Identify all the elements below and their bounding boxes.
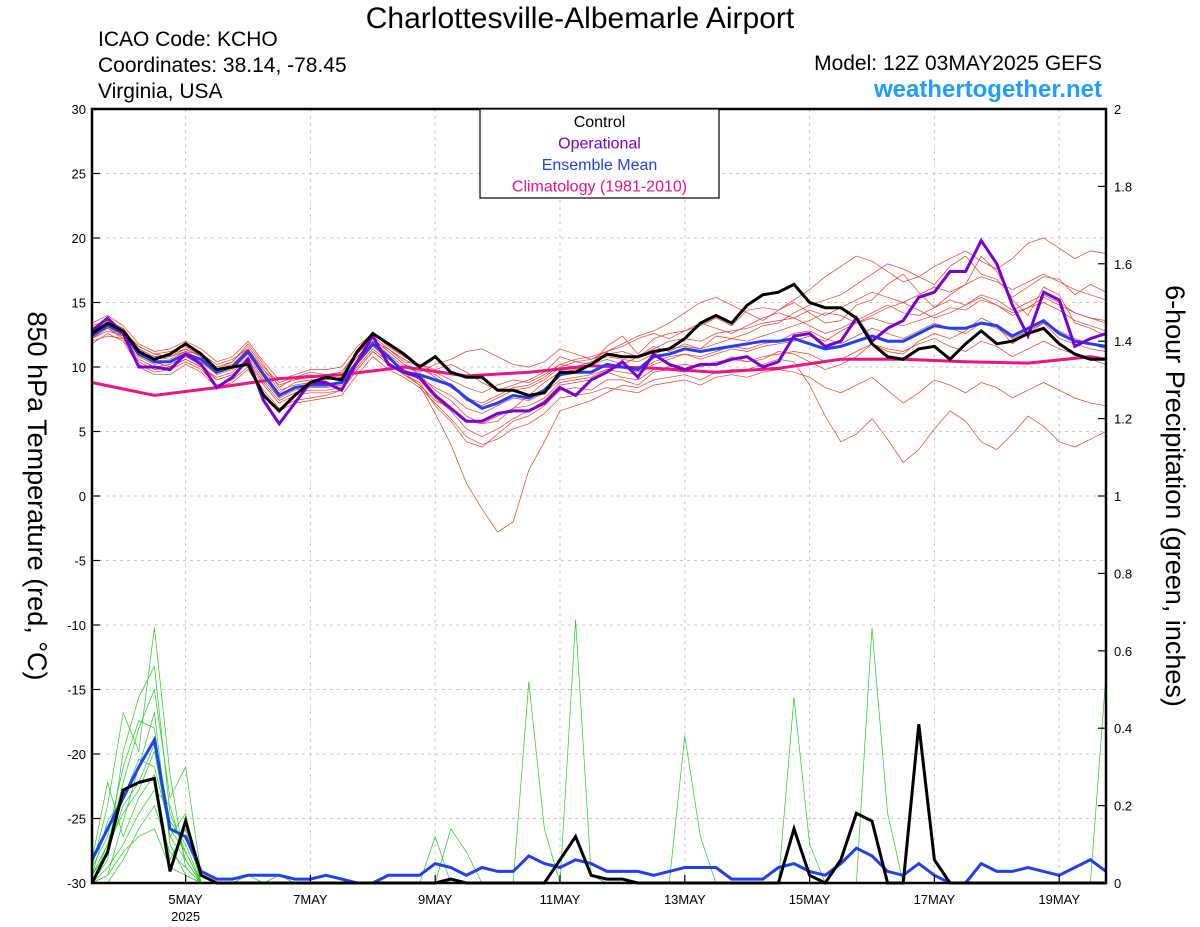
x-tick-label: 9MAY [418,892,453,907]
y-axis-label: 850 hPa Temperature (red, °C) [22,312,52,681]
y2-tick-label: 1.2 [1114,412,1132,427]
y-tick-label: 10 [72,360,86,375]
main-lines [90,237,1107,885]
model-run: Model: 12Z 03MAY2025 GEFS [814,52,1102,75]
y2-tick-label: 0.8 [1114,566,1132,581]
y2-tick-label: 0.4 [1114,721,1132,736]
x-tick-year: 2025 [171,909,200,924]
temperature-member-line [91,317,1107,448]
y-tick-label: -20 [67,747,86,762]
right-axis-ticks: 2 1.8 1.6 1.4 1.2 1 0.8 0.6 0.4 0.2 0 [1098,102,1132,891]
temperature-member-line [91,299,1107,414]
site-link[interactable]: weathertogether.net [873,76,1102,103]
precipitation-member-line [91,681,1106,884]
legend-entry: Control [574,114,626,131]
icao-code: ICAO Code: KCHO [98,28,278,51]
y-tick-label: 30 [72,102,86,117]
temperature-member-line [91,322,1107,425]
temperature-member-line [91,335,1107,533]
temperature-member-line [91,294,1107,407]
x-tick-label: 5MAY [168,892,203,907]
y-tick-label: -15 [67,683,86,698]
x-axis-ticks: 5MAY 2025 7MAY 9MAY 11MAY 13MAY 15MAY 17MAY 19MA… [168,875,1080,924]
legend-entry: Ensemble Mean [542,157,658,174]
y2-axis-label: 6-hour Precipitation (green, inches) [1160,285,1190,707]
precipitation-member-line [91,720,1106,884]
precipitation-members [91,619,1107,884]
y-tick-label: -30 [67,876,86,891]
y-tick-label: 20 [72,231,86,246]
precipitation-member-line [92,805,1106,884]
y2-tick-label: 1.4 [1114,334,1132,349]
y-tick-label: 5 [79,425,86,440]
coordinates: Coordinates: 38.14, -78.45 [98,54,347,77]
y2-tick-label: 0.6 [1114,644,1132,659]
temperature-member-line [91,237,1107,394]
chart-title: Charlottesville-Albemarle Airport [365,2,795,35]
precipitation-member-line [91,735,1106,884]
temp-operational-line [91,237,1107,427]
x-tick-label: 17MAY [914,892,956,907]
region: Virginia, USA [98,80,223,103]
precip-control-line [90,724,1106,885]
temp-ensemble-mean-line [91,318,1107,410]
left-axis-ticks: 30 25 20 15 10 5 0 -5 -10 -15 -20 -25 -30 [67,102,100,891]
y-tick-label: 0 [79,489,86,504]
y-tick-label: -5 [74,554,86,569]
y2-tick-label: 1.8 [1114,179,1132,194]
x-tick-label: 11MAY [540,892,581,907]
legend-entry: Climatology (1981-2010) [512,179,687,196]
temp-control-line [91,282,1106,414]
precip-ensemble-mean-line [90,735,1107,885]
y-tick-label: 15 [72,296,86,311]
precipitation-member-line [91,758,1106,884]
y-tick-label: 25 [72,167,86,182]
y2-tick-label: 2 [1114,102,1121,117]
precipitation-member-line [91,673,1107,884]
temperature-member-line [91,255,1107,425]
x-tick-label: 19MAY [1038,892,1080,907]
legend: Control Operational Ensemble Mean Climatolo… [479,108,720,199]
y2-tick-label: 0.2 [1114,799,1132,814]
legend-box [479,108,720,199]
x-tick-label: 13MAY [664,892,706,907]
y2-tick-label: 1.6 [1114,257,1132,272]
y-tick-label: -25 [67,812,86,827]
precipitation-member-line [91,696,1106,884]
grid [92,108,1106,884]
y2-tick-label: 1 [1114,489,1121,504]
precipitation-member-line [91,751,1106,884]
precipitation-member-line [91,619,1106,884]
x-tick-label: 7MAY [293,892,328,907]
precipitation-member-line [91,627,1106,884]
x-tick-label: 15MAY [789,892,831,907]
y2-tick-label: 0 [1114,876,1121,891]
y-tick-label: -10 [67,618,86,633]
legend-entry: Operational [558,136,641,153]
temperature-member-line [91,322,1107,438]
